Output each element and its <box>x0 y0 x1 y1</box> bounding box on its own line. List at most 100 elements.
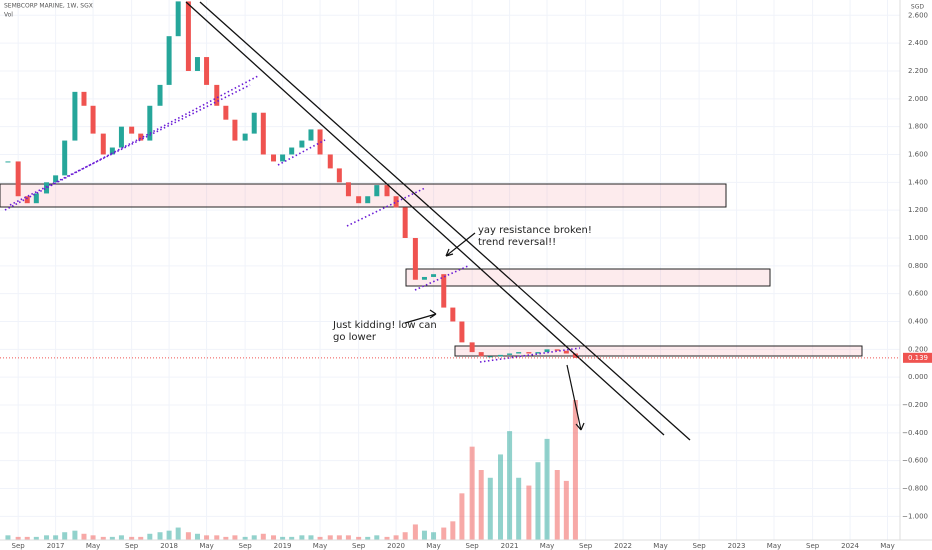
candle <box>450 307 456 322</box>
y-tick-label: −0.600 <box>902 457 928 465</box>
y-tick-label: 0.800 <box>908 262 928 270</box>
dotted-trend <box>9 84 251 206</box>
volume-bar <box>214 535 220 540</box>
volume-bar <box>384 536 390 540</box>
candles <box>5 1 578 358</box>
volume-bar <box>62 532 68 540</box>
volume-bar <box>421 530 427 540</box>
x-tick-label: 2024 <box>841 542 859 550</box>
volume-bar <box>374 535 380 540</box>
candle <box>129 126 135 134</box>
volume-bar <box>535 462 541 540</box>
candle <box>72 91 78 141</box>
grid <box>0 0 900 540</box>
candle <box>223 105 229 120</box>
volume-bar <box>572 400 578 540</box>
candle <box>412 237 418 280</box>
volume-bar <box>81 533 87 540</box>
last-price-label: 0.139 <box>908 354 928 362</box>
volume-bar <box>365 536 371 540</box>
x-tick-label: May <box>426 542 440 550</box>
x-tick-label: May <box>653 542 667 550</box>
candle <box>118 126 124 148</box>
volume-bar <box>544 438 550 540</box>
candle <box>299 140 305 148</box>
volume-bar <box>459 493 465 540</box>
volume-bar <box>204 535 210 540</box>
x-tick-label: 2021 <box>501 542 519 550</box>
volume-bar <box>498 454 504 540</box>
candle <box>308 129 314 141</box>
x-tick-label: 2018 <box>160 542 178 550</box>
last-price-tag <box>903 352 932 363</box>
candle <box>535 352 541 354</box>
candle <box>336 168 342 183</box>
volume-bar <box>118 535 124 540</box>
volume-bar <box>271 535 277 540</box>
candle <box>572 353 578 358</box>
dotted-trend <box>479 347 581 363</box>
y-tick-label: 2.200 <box>908 67 928 75</box>
candle <box>81 91 87 106</box>
candle <box>194 57 200 71</box>
candle <box>459 321 465 343</box>
volume-bar <box>260 533 266 540</box>
volume-bar <box>175 527 181 540</box>
arrow <box>566 364 585 431</box>
volume-bar <box>441 527 447 540</box>
candle <box>507 353 513 355</box>
volume-bar <box>450 521 456 540</box>
volume-bar <box>251 535 257 540</box>
x-tick-label: Sep <box>352 542 366 550</box>
y-tick-label: −0.200 <box>902 401 928 409</box>
volume-bar <box>138 536 144 540</box>
candle <box>402 207 408 238</box>
candle <box>345 182 351 197</box>
volume-bar <box>194 533 200 540</box>
volume-bar <box>402 532 408 540</box>
candle <box>563 350 569 354</box>
volume-bar <box>242 536 248 540</box>
volume-label: Vol <box>4 12 13 19</box>
candle <box>62 140 68 176</box>
candle <box>478 352 484 357</box>
candle <box>44 182 50 194</box>
volume-bar <box>317 536 323 540</box>
volume-bar <box>393 535 399 540</box>
volume-bar <box>72 530 78 540</box>
volume-bar <box>412 524 418 540</box>
y-tick-label: 0.000 <box>908 373 928 381</box>
candle <box>384 185 390 197</box>
x-tick-label: Sep <box>125 542 139 550</box>
trend-line <box>185 1 665 436</box>
x-tick-label: 2020 <box>387 542 405 550</box>
candle <box>138 133 144 141</box>
candle <box>166 36 172 85</box>
annotation: yay resistance broken! <box>478 225 592 236</box>
candle <box>516 352 522 354</box>
volume-bar <box>345 535 351 540</box>
x-tick-label: Sep <box>239 542 253 550</box>
trend-line <box>199 1 691 441</box>
y-tick-label: 0.200 <box>908 345 928 353</box>
candle <box>487 356 493 358</box>
volume-bar <box>327 535 333 540</box>
x-tick-label: 2019 <box>274 542 292 550</box>
candle <box>327 154 333 169</box>
dotted-trend <box>346 187 426 227</box>
volume-bar <box>33 536 39 540</box>
x-tick-label: Sep <box>693 542 707 550</box>
x-tick-label: Sep <box>806 542 820 550</box>
volume-bar <box>185 532 191 540</box>
volume-bar <box>129 536 135 540</box>
volume-bar <box>15 536 21 540</box>
volume-bar <box>223 536 229 540</box>
volume-bar <box>5 535 11 540</box>
volume-bar <box>516 477 522 540</box>
y-tick-label: 1.600 <box>908 150 928 158</box>
volume-bar <box>147 533 153 540</box>
arrow <box>445 232 476 257</box>
y-tick-label: 1.800 <box>908 123 928 131</box>
candle <box>204 57 210 85</box>
volume-bar <box>563 480 569 540</box>
